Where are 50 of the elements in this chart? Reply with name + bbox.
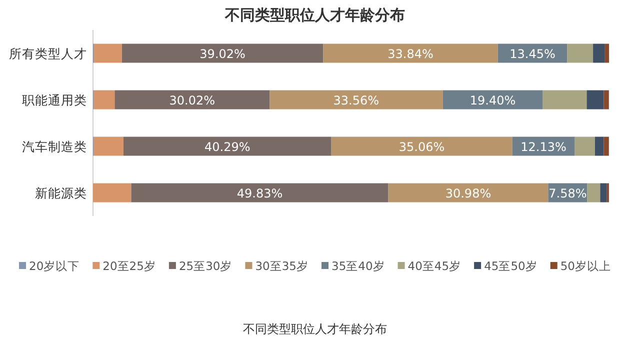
bar [593,44,605,63]
data-label: 40.29% [204,140,250,154]
data-label: 49.83% [236,186,283,200]
bar [270,90,443,110]
bar [604,90,609,110]
bar [600,183,607,202]
bar [586,90,604,110]
y-tick-label: 职能通用类 [22,92,87,108]
legend-label: 20至25岁 [102,259,156,273]
data-label: 33.84% [388,46,434,61]
bar [94,136,124,156]
bar [587,183,600,202]
legend-label: 45至50岁 [484,259,538,273]
bar [574,136,595,156]
bar [604,136,609,156]
legend-label: 25至30岁 [178,259,232,273]
chart-title: 不同类型职位人才年龄分布 [224,6,405,24]
data-label: 13.45% [510,46,556,61]
legend-label: 30至35岁 [255,259,308,273]
bar [442,90,543,110]
data-label: 39.02% [200,46,246,61]
legend-label: 40至45岁 [408,259,462,273]
text: 不同类型职位人才年龄分布 [243,322,387,336]
bar [123,136,332,156]
bar [542,90,587,110]
y-tick-label: 所有类型人才 [9,46,87,61]
bar [93,183,132,202]
legend-label: 20岁以下 [29,259,80,273]
y-tick-label: 新能源类 [35,185,87,200]
data-label: 35.06% [398,140,445,154]
data-label: 30.98% [445,186,492,200]
bar [567,44,594,63]
data-label: 7.58% [548,186,587,200]
bar [94,44,122,63]
bar [331,136,512,156]
bar [114,90,270,110]
bar [94,90,115,110]
data-label: 12.13% [520,140,566,154]
legend-label: 50岁以上 [560,259,611,273]
bar [122,44,324,63]
bar [388,183,548,202]
bar [323,44,498,63]
bar [604,44,610,63]
data-label: 33.56% [333,93,380,108]
data-label: 19.40% [470,93,516,108]
data-label: 30.02% [169,93,216,108]
bar [594,136,604,156]
y-tick-label: 汽车制造类 [22,138,87,154]
legend-label: 35至40岁 [332,259,385,273]
bar [131,183,388,202]
